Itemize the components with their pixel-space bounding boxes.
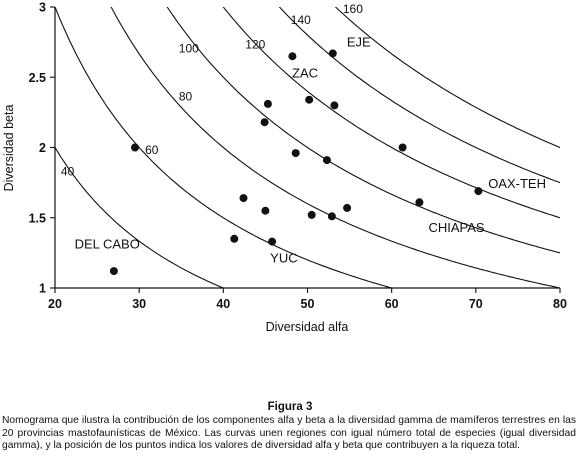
isoline-label-80: 80 — [179, 90, 193, 104]
region-label-chiapas: CHIAPAS — [428, 220, 484, 235]
x-tick-label: 60 — [385, 297, 399, 311]
x-tick-label: 70 — [469, 297, 483, 311]
region-label-oax-teh: OAX-TEH — [488, 176, 546, 191]
isoline-80 — [110, 7, 560, 288]
isoline-160 — [334, 7, 560, 149]
data-point — [474, 187, 483, 196]
data-point — [398, 143, 407, 152]
isoline-100 — [166, 7, 560, 254]
data-point-group — [109, 49, 483, 276]
isoline-40 — [55, 146, 225, 288]
y-tick-label: 1 — [39, 282, 46, 296]
isoline-label-60: 60 — [145, 143, 159, 157]
figure-caption-title: Figura 3 — [267, 401, 313, 413]
region-label-yuc: YUC — [270, 251, 297, 266]
data-point — [327, 212, 336, 221]
y-tick-label: 2.5 — [29, 71, 46, 85]
y-tick-label: 1.5 — [29, 211, 46, 225]
x-tick-label: 30 — [132, 297, 146, 311]
data-point — [322, 156, 331, 165]
region-label-eje: EJE — [347, 34, 371, 49]
tick-group: 20 30 40 50 60 70 80 1 1.5 2 2.5 3 — [29, 1, 567, 312]
isoline-label-100: 100 — [179, 41, 199, 55]
y-tick-label: 3 — [39, 1, 46, 15]
x-tick-label: 20 — [48, 297, 62, 311]
isoline-label-160: 160 — [343, 2, 363, 16]
data-point — [415, 198, 424, 207]
x-axis-label: Diversidad alfa — [266, 320, 349, 334]
data-point — [288, 52, 297, 61]
isoline-60 — [55, 7, 394, 288]
figure-caption-body: Nomograma que ilustra la contribución de… — [2, 415, 576, 452]
isoline-label-140: 140 — [291, 13, 311, 27]
isoline-label-40: 40 — [61, 165, 75, 179]
data-point — [305, 95, 314, 104]
data-point — [263, 99, 272, 108]
isoline-group — [55, 7, 560, 288]
data-point — [330, 101, 339, 110]
isoline-label-120: 120 — [245, 38, 265, 52]
region-label-zac: ZAC — [292, 65, 318, 80]
y-axis-label: Diversidad beta — [2, 105, 16, 192]
data-point — [260, 118, 269, 127]
data-point — [343, 203, 352, 212]
data-point — [268, 237, 277, 246]
x-tick-label: 50 — [301, 297, 315, 311]
data-point — [328, 49, 337, 58]
x-tick-label: 80 — [553, 297, 567, 311]
data-point — [291, 149, 300, 158]
region-label-del-cabo: DEL CABO — [75, 237, 140, 252]
data-point — [230, 234, 239, 243]
isoline-120 — [222, 7, 560, 219]
region-label-group: DEL CABO YUC ZAC EJE CHIAPAS OAX-TEH — [75, 34, 546, 265]
data-point — [307, 210, 316, 219]
x-tick-label: 40 — [216, 297, 230, 311]
y-tick-label: 2 — [39, 141, 46, 155]
data-point — [239, 194, 248, 203]
data-point — [261, 206, 270, 215]
isoline-140 — [278, 7, 560, 184]
data-point — [131, 143, 139, 152]
isoline-label-group: 40 60 80 100 120 140 160 — [61, 2, 363, 179]
data-point — [109, 267, 118, 276]
